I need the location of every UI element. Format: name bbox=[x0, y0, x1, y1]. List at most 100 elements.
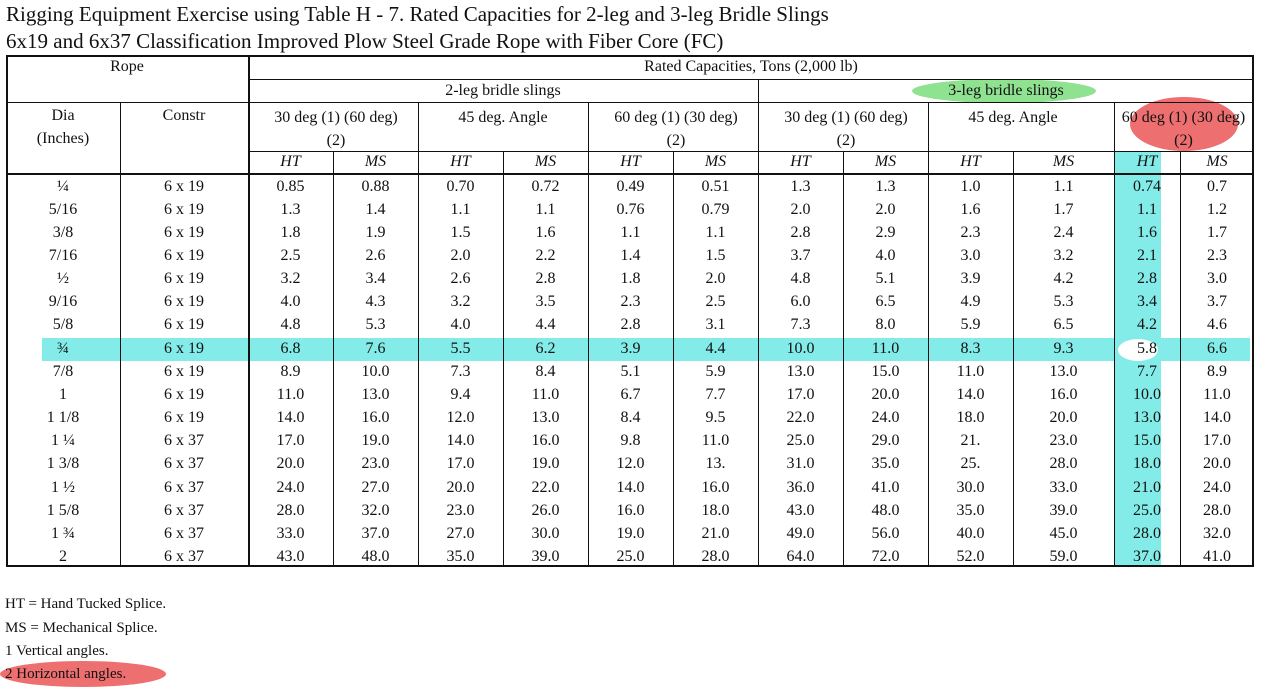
grid-line bbox=[248, 151, 1254, 152]
table-cell: 59.0 bbox=[1049, 547, 1078, 565]
table-cell: 33.0 bbox=[1049, 478, 1078, 496]
footnote-ms: MS = Mechanical Splice. bbox=[5, 620, 158, 636]
table-cell: 1 1/8 bbox=[46, 409, 80, 427]
table-cell: 16.0 bbox=[616, 501, 645, 519]
grid-line bbox=[6, 173, 1254, 175]
table-cell: 1.5 bbox=[705, 247, 726, 264]
grid-line bbox=[333, 151, 334, 567]
table-cell: 3.2 bbox=[280, 270, 301, 288]
table-cell: 18.0 bbox=[956, 409, 985, 427]
table-cell: 33.0 bbox=[276, 524, 305, 542]
table-cell: 4.4 bbox=[535, 316, 556, 334]
table-cell: 0.88 bbox=[361, 177, 390, 195]
table-cell: 0.51 bbox=[701, 177, 730, 195]
table-cell: 1 ¾ bbox=[51, 524, 75, 542]
table-cell: 30.0 bbox=[531, 524, 560, 542]
table-cell: 16.0 bbox=[361, 409, 390, 427]
table-cell: 1.9 bbox=[365, 223, 386, 241]
table-cell: 13.0 bbox=[531, 409, 560, 427]
constr-header: Constr bbox=[162, 107, 206, 124]
table-cell: 32.0 bbox=[361, 501, 390, 519]
table-cell: 12.0 bbox=[446, 409, 475, 427]
table-cell: 2.0 bbox=[790, 200, 811, 218]
table-cell: 13.0 bbox=[1049, 362, 1078, 380]
table-cell: 39.0 bbox=[1049, 501, 1078, 519]
table-cell: 2.8 bbox=[790, 223, 811, 241]
footnote-vertical: 1 Vertical angles. bbox=[5, 643, 109, 659]
table-cell: ¾ bbox=[57, 339, 69, 357]
table-cell: 6.5 bbox=[1053, 316, 1074, 334]
table-cell: 3.0 bbox=[1207, 270, 1227, 288]
table-cell: 17.0 bbox=[786, 385, 815, 403]
table-cell: 39.0 bbox=[531, 547, 560, 565]
table-cell: 35.0 bbox=[956, 501, 985, 519]
rated-capacity-table: Rope Rated Capacities, Tons (2,000 lb) 2… bbox=[6, 55, 1254, 567]
table-cell: 13. bbox=[705, 455, 726, 473]
table-cell: 1 5/8 bbox=[46, 501, 80, 519]
table-cell: 1.1 bbox=[1053, 177, 1074, 195]
table-cell: 1.6 bbox=[535, 223, 556, 241]
table-cell: 2.0 bbox=[705, 270, 726, 288]
table-cell: 0.49 bbox=[616, 177, 645, 195]
table-cell: 1.1 bbox=[535, 200, 556, 218]
grid-line bbox=[1114, 102, 1115, 567]
table-cell: 1 3/8 bbox=[46, 455, 80, 473]
table-cell: 9.8 bbox=[620, 432, 641, 450]
table-cell: 6.5 bbox=[875, 293, 896, 311]
table-cell: 7.7 bbox=[705, 385, 726, 403]
table-cell: 1 bbox=[59, 385, 67, 403]
table-cell: 41.0 bbox=[1203, 547, 1231, 565]
table-cell: 11.0 bbox=[1203, 385, 1231, 403]
table-cell: 5/8 bbox=[52, 316, 74, 334]
grid-line bbox=[1252, 55, 1254, 567]
table-cell: 5.3 bbox=[365, 316, 386, 334]
table-cell: 6 x 19 bbox=[164, 247, 204, 264]
table-cell: 11.0 bbox=[871, 339, 900, 357]
page-subtitle: 6x19 and 6x37 Classification Improved Pl… bbox=[6, 29, 724, 53]
table-cell: 4.2 bbox=[1053, 270, 1074, 288]
ht-subheader: HT bbox=[960, 153, 981, 170]
table-cell: 3.7 bbox=[790, 247, 811, 264]
ht-subheader: HT bbox=[790, 153, 811, 170]
grid-line bbox=[843, 151, 844, 567]
table-cell: 1.7 bbox=[1053, 200, 1074, 218]
table-cell: 6.7 bbox=[620, 385, 641, 403]
table-cell: 4.4 bbox=[705, 339, 726, 357]
table-cell: 4.0 bbox=[450, 316, 471, 334]
ms-subheader: MS bbox=[364, 153, 387, 170]
table-cell: 7.7 bbox=[1137, 362, 1157, 380]
table-cell: 28.0 bbox=[1203, 501, 1231, 519]
table-cell: 17.0 bbox=[1203, 432, 1231, 450]
table-cell: 19.0 bbox=[361, 432, 390, 450]
ht-subheader: HT bbox=[620, 153, 641, 170]
table-cell: 8.3 bbox=[960, 339, 981, 357]
table-cell: 1.1 bbox=[705, 223, 726, 241]
table-cell: 14.0 bbox=[276, 409, 305, 427]
table-cell: 2.1 bbox=[1137, 247, 1157, 264]
table-cell: 18.0 bbox=[701, 501, 730, 519]
table-cell: 14.0 bbox=[446, 432, 475, 450]
table-cell: 2.8 bbox=[620, 316, 641, 334]
table-cell: 20.0 bbox=[1049, 409, 1078, 427]
ms-subheader: MS bbox=[704, 153, 727, 170]
table-cell: 23.0 bbox=[446, 501, 475, 519]
table-cell: 11.0 bbox=[531, 385, 560, 403]
table-cell: 1.8 bbox=[620, 270, 641, 288]
table-cell: 3.2 bbox=[450, 293, 471, 311]
table-cell: 48.0 bbox=[361, 547, 390, 565]
table-cell: 24.0 bbox=[871, 409, 900, 427]
table-cell: 16.0 bbox=[531, 432, 560, 450]
table-cell: 14.0 bbox=[1203, 409, 1231, 427]
table-cell: 28.0 bbox=[1049, 455, 1078, 473]
table-cell: 0.70 bbox=[446, 177, 475, 195]
table-cell: 19.0 bbox=[616, 524, 645, 542]
table-cell: 5.5 bbox=[450, 339, 471, 357]
grid-line bbox=[248, 79, 1254, 80]
table-cell: 4.9 bbox=[960, 293, 981, 311]
rated-capacities-header: Rated Capacities, Tons (2,000 lb) bbox=[644, 58, 858, 75]
table-cell: 25.0 bbox=[1133, 501, 1161, 519]
table-cell: 56.0 bbox=[871, 524, 900, 542]
table-cell: 11.0 bbox=[701, 432, 730, 450]
table-cell: 2.5 bbox=[705, 293, 726, 311]
table-cell: 35.0 bbox=[446, 547, 475, 565]
